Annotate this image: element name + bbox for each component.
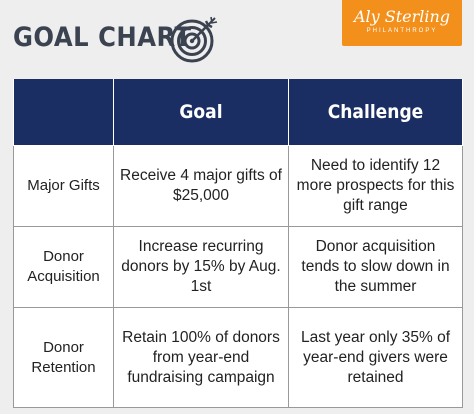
goal-cell: Increase recurring donors by 15% by Aug.… — [113, 226, 289, 308]
header-cell-goal: Goal — [113, 79, 289, 146]
logo-name: Aly Sterling — [353, 7, 451, 26]
logo-subtitle: PHILANTHROPY — [366, 28, 438, 34]
challenge-cell: Need to identify 12 more prospects for t… — [288, 145, 463, 227]
table-row: Major Gifts Receive 4 major gifts of $25… — [13, 145, 463, 227]
header-cell-blank — [13, 79, 114, 146]
header: GOAL CHART Aly Sterling PHILANTHROPY — [0, 0, 474, 78]
row-label: Major Gifts — [13, 145, 114, 227]
table-row: Donor Acquisition Increase recurring don… — [13, 226, 463, 308]
goal-table: Goal Challenge Major Gifts Receive 4 maj… — [13, 79, 463, 408]
goal-cell: Receive 4 major gifts of $25,000 — [113, 145, 289, 227]
target-icon — [170, 16, 218, 63]
row-label: Donor Retention — [13, 307, 114, 408]
header-cell-challenge: Challenge — [288, 79, 463, 146]
brand-logo[interactable]: Aly Sterling PHILANTHROPY — [342, 0, 462, 46]
page-title: GOAL CHART — [13, 22, 192, 53]
challenge-cell: Last year only 35% of year-end givers we… — [288, 307, 463, 408]
goal-cell: Retain 100% of donors from year-end fund… — [113, 307, 289, 408]
table-header-row: Goal Challenge — [13, 79, 463, 146]
table-row: Donor Retention Retain 100% of donors fr… — [13, 307, 463, 408]
challenge-cell: Donor acquisition tends to slow down in … — [288, 226, 463, 308]
row-label: Donor Acquisition — [13, 226, 114, 308]
